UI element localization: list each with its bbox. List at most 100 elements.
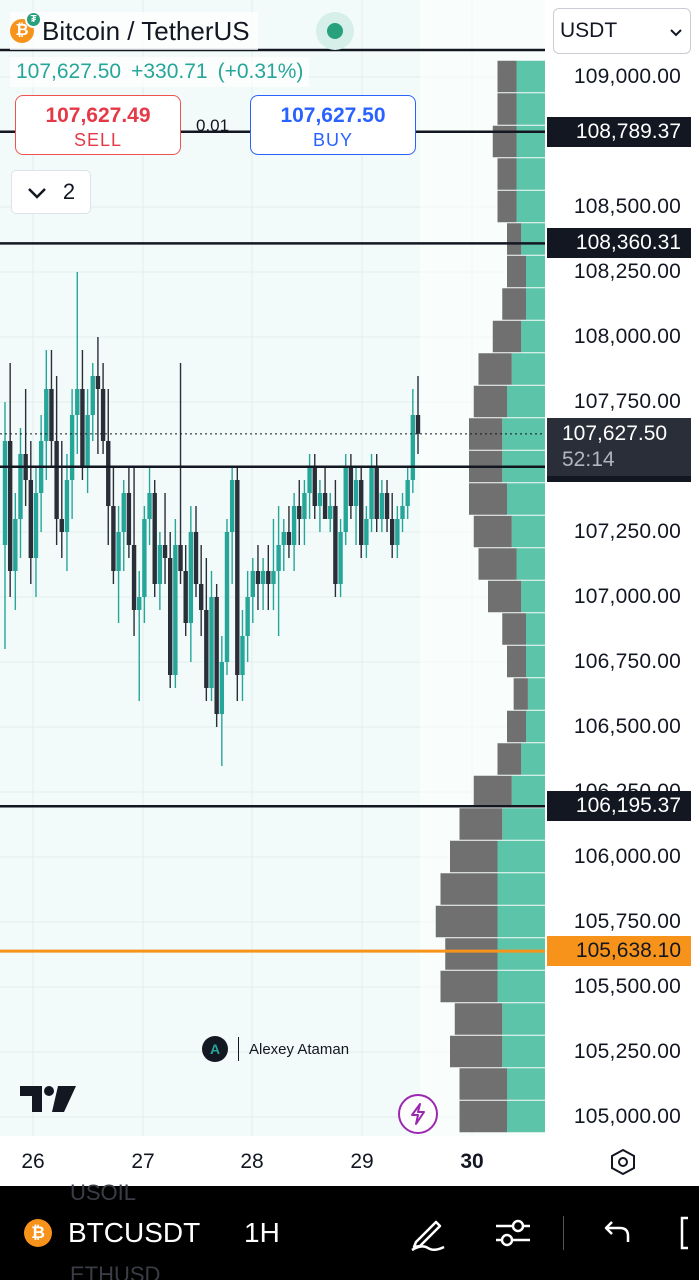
buy-price: 107,627.50: [280, 104, 386, 127]
volume-profile-down-bar: [445, 938, 498, 970]
volume-profile-up-bar: [497, 840, 545, 873]
ghost-symbol-below: ETHUSD: [70, 1262, 161, 1280]
indicators-collapse-button[interactable]: 2: [11, 170, 91, 214]
volume-profile-down-bar: [435, 905, 498, 938]
candle-body: [85, 415, 90, 467]
candle-body: [369, 467, 374, 519]
ghost-symbol-above: USOIL: [70, 1180, 137, 1205]
volume-profile-down-bar: [507, 255, 526, 288]
market-status-indicator[interactable]: [316, 12, 354, 50]
candle-body: [157, 545, 163, 584]
quote-row: 107,627.50 +330.71 (+0.31%): [10, 57, 310, 87]
candle-body: [245, 597, 250, 636]
candlestick-chart[interactable]: [0, 0, 545, 1136]
volume-profile-up-bar: [516, 548, 545, 580]
bitcoin-glyph: ₿: [15, 22, 29, 39]
price-axis-label: 108,500.00: [573, 195, 681, 218]
candle-body: [75, 389, 80, 415]
candle-body: [235, 480, 240, 675]
lightning-icon[interactable]: [398, 1094, 438, 1134]
candle-body: [250, 571, 255, 597]
horizontal-line-price-tag: 108,789.37: [547, 116, 691, 147]
candle-body: [209, 597, 214, 688]
tradingview-logo-icon: [20, 1086, 76, 1112]
volume-profile-up-bar: [497, 873, 545, 905]
price-axis-label: 108,000.00: [573, 325, 681, 348]
candle-body: [353, 480, 359, 506]
candle-body: [116, 532, 121, 571]
candle-body: [147, 493, 152, 519]
volume-profile-down-bar: [459, 1068, 507, 1100]
volume-profile-down-bar: [497, 743, 522, 775]
candle-body: [183, 571, 188, 623]
time-axis-label: 30: [460, 1150, 484, 1173]
undo-icon[interactable]: [596, 1214, 634, 1252]
bottom-toolbar: USOIL ETHUSD ₿ BTCUSDT 1H: [0, 1180, 699, 1280]
volume-profile-down-bar: [492, 125, 517, 158]
volume-profile-down-bar: [502, 613, 526, 645]
volume-profile-up-bar: [527, 678, 545, 710]
volume-profile-up-bar: [497, 938, 545, 970]
candle-body: [343, 467, 348, 532]
symbol-title[interactable]: ₿ ₮ Bitcoin / TetherUS: [10, 11, 258, 50]
last-price: 107,627.50: [16, 60, 122, 83]
candle-body: [260, 571, 266, 584]
candle-body: [173, 545, 178, 675]
volume-profile-down-bar: [497, 60, 517, 93]
candle-body: [2, 441, 8, 545]
time-axis[interactable]: 26 27 28 29 30: [0, 1136, 699, 1186]
volume-profile-up-bar: [507, 1100, 545, 1133]
symbol-name: Bitcoin / TetherUS: [42, 15, 250, 46]
volume-profile-down-bar: [473, 515, 512, 548]
chart-pane[interactable]: ₿ ₮ Bitcoin / TetherUS 107,627.50 +330.7…: [0, 0, 545, 1136]
candle-body: [126, 493, 132, 545]
sliders-icon[interactable]: [494, 1214, 532, 1252]
candle-body: [162, 545, 168, 558]
pencil-icon[interactable]: [408, 1214, 446, 1252]
buy-button[interactable]: 107,627.50 BUY: [250, 95, 416, 155]
market-open-dot-icon: [327, 23, 343, 39]
bitcoin-icon: ₿ ₮: [10, 11, 42, 43]
candle-body: [415, 415, 421, 434]
currency-select[interactable]: USDT: [553, 8, 691, 54]
candle-body: [152, 493, 157, 584]
watermark-separator: [238, 1037, 239, 1061]
candle-body: [338, 532, 343, 584]
candle-body: [106, 441, 111, 506]
candle-body: [214, 597, 219, 714]
candle-body: [69, 415, 75, 480]
candle-body: [59, 519, 64, 532]
chevron-down-icon: [670, 19, 682, 43]
candle-body: [33, 493, 39, 558]
candle-body: [281, 532, 286, 545]
volume-profile-down-bar: [473, 385, 507, 418]
candle-body: [224, 532, 230, 662]
symbol-selector[interactable]: BTCUSDT: [68, 1217, 201, 1248]
candle-body: [193, 532, 199, 584]
sell-button[interactable]: 107,627.49 SELL: [15, 95, 181, 155]
settings-icon[interactable]: [609, 1148, 637, 1176]
volume-profile-up-bar: [526, 288, 545, 320]
horizontal-line-price-tag: 108,360.31: [547, 228, 691, 259]
volume-profile-up-bar: [511, 515, 545, 548]
price-axis-label: 106,500.00: [573, 715, 681, 738]
sell-label: SELL: [73, 130, 123, 150]
candle-body: [307, 467, 312, 493]
volume-profile-down-bar: [459, 808, 503, 840]
candle-body: [364, 519, 369, 545]
volume-profile-up-bar: [507, 1068, 545, 1100]
fullscreen-icon[interactable]: [672, 1214, 699, 1252]
volume-profile-down-bar: [507, 710, 526, 743]
volume-profile-up-bar: [507, 385, 545, 418]
price-change-percent: (+0.31%): [217, 60, 304, 83]
spread-value: 0.01: [196, 116, 230, 135]
price-change: +330.71: [131, 60, 208, 83]
interval-selector[interactable]: 1H: [244, 1217, 280, 1248]
price-axis-label: 107,000.00: [573, 585, 681, 608]
candle-body: [229, 480, 235, 532]
candle-countdown: 52:14: [562, 448, 615, 471]
candle-body: [137, 597, 142, 610]
volume-profile-up-bar: [521, 743, 545, 775]
indicator-count: 2: [62, 179, 76, 204]
volume-profile-up-bar: [516, 190, 545, 223]
